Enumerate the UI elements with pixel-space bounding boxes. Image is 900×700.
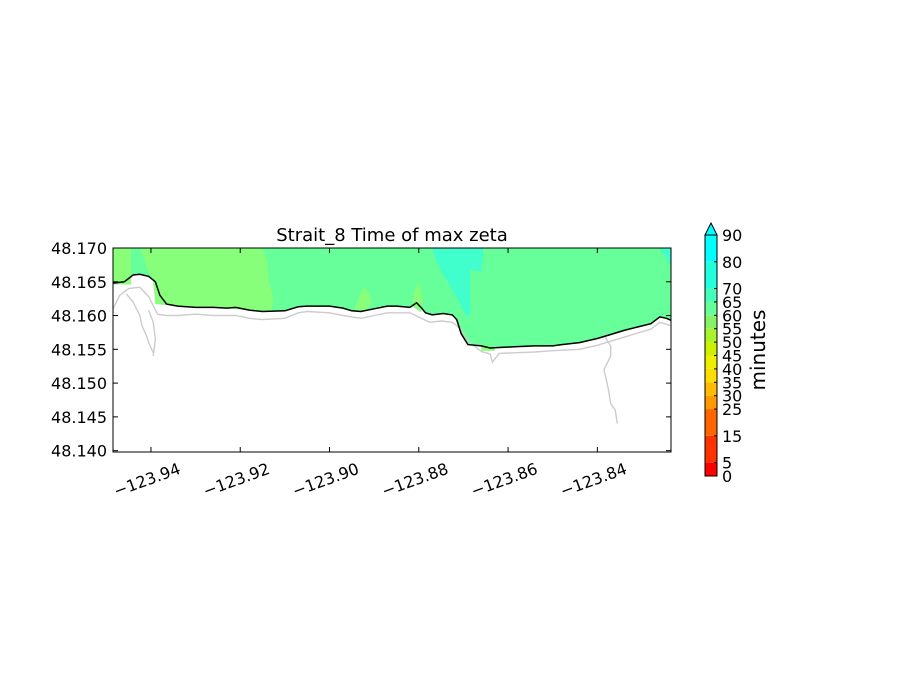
- colorbar-tick-label: 70: [722, 280, 742, 299]
- y-tick-label: 48.160: [51, 307, 107, 326]
- colorbar-tick-label: 50: [722, 333, 742, 352]
- value-region-7: [659, 248, 671, 267]
- colorbar-tick-label: 40: [722, 360, 742, 379]
- colorbar-block: [705, 382, 717, 396]
- plot-frame: [112, 247, 672, 453]
- y-tick-label: 48.165: [51, 273, 107, 292]
- x-tick-label: −123.88: [379, 459, 451, 501]
- colorbar-block: [705, 395, 717, 410]
- value-region-2: [354, 288, 372, 312]
- outline-line-1: [125, 293, 154, 353]
- x-tick-label: −123.94: [111, 459, 183, 501]
- colorbar-block: [705, 355, 717, 369]
- shoreline-outline: [113, 286, 671, 424]
- colorbar-block: [705, 368, 717, 383]
- colorbar-tick-label: 55: [722, 320, 742, 339]
- colorbar-block: [705, 342, 717, 356]
- outline-line-2: [148, 309, 157, 357]
- colorbar-extend-arrow: [704, 221, 718, 236]
- colorbar-block: [705, 435, 717, 463]
- colorbar-block: [705, 261, 717, 289]
- colorbar-block: [705, 315, 717, 329]
- y-tick-label: 48.155: [51, 340, 107, 359]
- colorbar-tick-label: 60: [722, 306, 742, 325]
- colorbar-block: [705, 301, 717, 316]
- colorbar-tick-label: 65: [722, 293, 742, 312]
- value-region-5: [432, 248, 471, 316]
- colorbar-tick-label: 30: [722, 387, 742, 406]
- value-region-1: [139, 248, 274, 312]
- x-tick-label: −123.86: [468, 459, 540, 501]
- value-regions: [113, 248, 671, 351]
- y-tick-label: 48.145: [51, 408, 107, 427]
- outline-line-0: [113, 286, 671, 364]
- y-axis: 48.170 48.165 48.160 48.155 48.150 48.145 48.1…: [51, 239, 671, 461]
- colorbar-tick-label: 15: [722, 427, 742, 446]
- colorbar-block: [705, 328, 717, 343]
- colorbar-block: [705, 288, 717, 302]
- plot-area: [112, 247, 672, 453]
- outline-line-3: [603, 332, 619, 424]
- colorbar-label: minutes: [746, 310, 770, 391]
- colorbar-blocks: [705, 235, 717, 476]
- colorbar-block: [705, 235, 717, 262]
- colorbar-tick-label: 25: [722, 400, 742, 419]
- value-region-0: [113, 248, 131, 282]
- colorbar-block: [705, 409, 717, 436]
- chart-title: Strait_8 Time of max zeta: [276, 225, 508, 246]
- coastline: [113, 273, 671, 349]
- colorbar-tick-label: 45: [722, 347, 742, 366]
- y-tick-label: 48.170: [51, 239, 107, 258]
- x-tick-label: −123.84: [558, 459, 630, 501]
- colorbar-tick-label: 90: [722, 226, 742, 245]
- colorbar-tick-label: 5: [722, 454, 732, 473]
- x-tick-label: −123.92: [200, 459, 272, 501]
- colorbar-tick-label: 0: [722, 467, 732, 486]
- colorbar-block: [705, 462, 717, 476]
- value-region-6: [470, 248, 484, 272]
- y-tick-label: 48.150: [51, 374, 107, 393]
- y-tick-label: 48.140: [51, 442, 107, 461]
- x-tick-label: −123.90: [290, 459, 362, 501]
- colorbar-tick-label: 80: [722, 253, 742, 272]
- colorbar-tick-label: 35: [722, 373, 742, 392]
